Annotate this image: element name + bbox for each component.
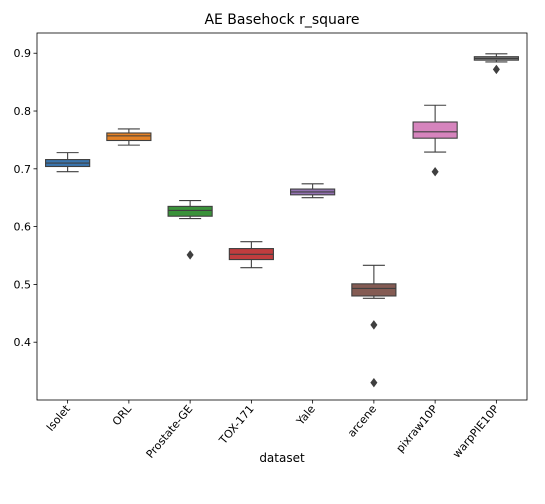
outlier-point	[186, 250, 194, 260]
y-tick-label: 0.7	[14, 163, 32, 176]
x-tick-label: arcene	[345, 402, 379, 439]
box-isolet	[45, 152, 91, 173]
x-tick-label: warpPIE10P	[450, 402, 502, 460]
x-tick-label: Yale	[293, 402, 318, 428]
x-tick-label: Prostate-GE	[144, 403, 196, 461]
x-tick-label: Isolet	[44, 402, 74, 434]
box-iqr	[167, 205, 213, 217]
box-iqr	[412, 121, 458, 139]
x-tick-label: TOX-171	[216, 403, 257, 448]
y-tick-label: 0.4	[14, 336, 32, 349]
outlier-point	[370, 377, 378, 388]
y-tick-label: 0.5	[14, 278, 32, 291]
y-tick-label: 0.8	[14, 105, 32, 118]
box-pixraw10p	[412, 104, 458, 177]
box-arcene	[351, 264, 397, 388]
x-axis-title: dataset	[259, 451, 305, 465]
y-tick-label: 0.6	[14, 221, 32, 234]
outlier-point	[370, 320, 378, 330]
boxes-layer	[45, 53, 519, 388]
box-prostate-ge	[167, 200, 213, 260]
y-tick-label: 0.9	[14, 47, 32, 60]
box-warppie10p	[473, 53, 519, 75]
axes-layer	[36, 32, 528, 401]
box-iqr	[351, 283, 397, 297]
chart-title: AE Basehock r_square	[204, 12, 359, 28]
plot-frame	[36, 32, 528, 401]
box-yale	[290, 183, 336, 199]
box-iqr	[106, 132, 152, 142]
x-tick-label: pixraw10P	[394, 402, 441, 455]
x-tick-label: ORL	[110, 402, 135, 428]
outlier-point	[431, 167, 439, 177]
box-tox-171	[228, 241, 274, 269]
outlier-point	[492, 64, 500, 75]
box-orl	[106, 128, 152, 146]
